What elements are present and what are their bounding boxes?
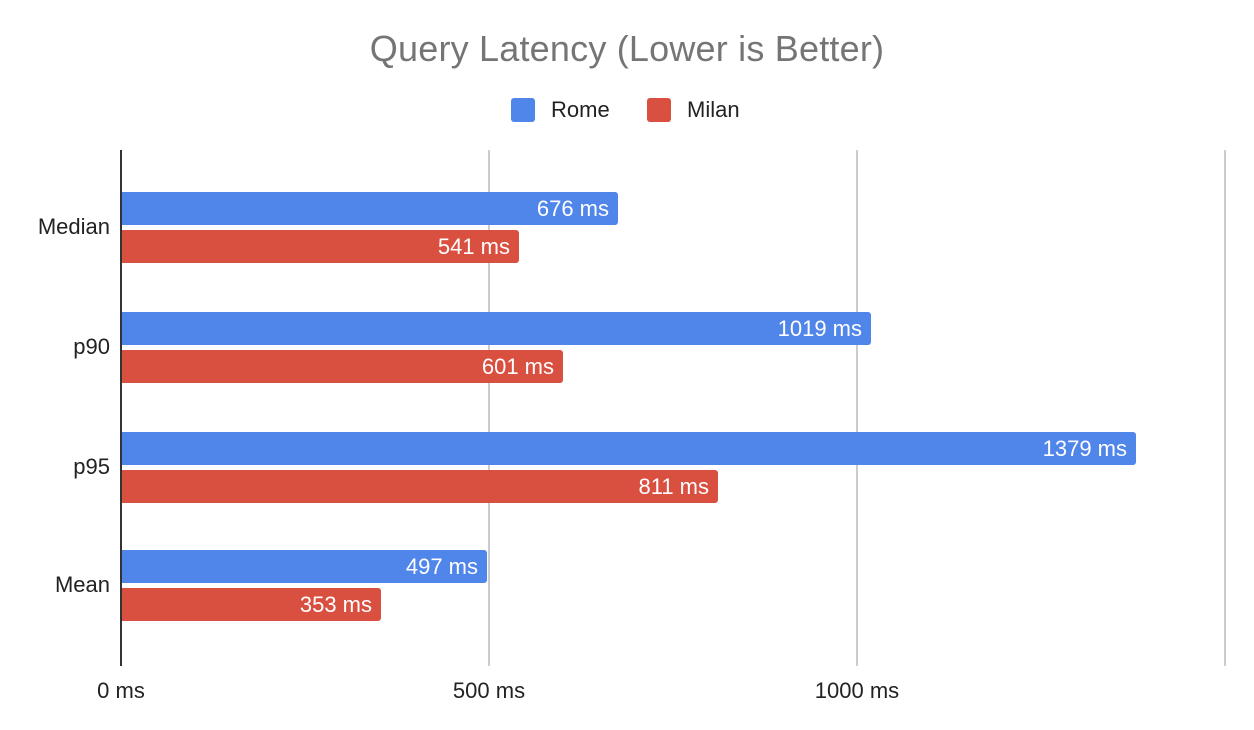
bar-value-label: 1019 ms	[777, 315, 862, 341]
bar-milan-mean[interactable]: 353 ms	[121, 588, 381, 621]
bar-milan-median[interactable]: 541 ms	[121, 230, 519, 263]
category-label-p95: p95	[73, 454, 110, 479]
legend-label-milan: Milan	[687, 97, 740, 122]
legend-swatch-rome	[511, 98, 535, 122]
legend-swatch-milan	[647, 98, 671, 122]
category-label-p90: p90	[73, 334, 110, 359]
bar-value-label: 676 ms	[536, 195, 609, 221]
bar-value-label: 353 ms	[299, 591, 372, 617]
legend-label-rome: Rome	[551, 97, 610, 122]
bar-value-label: 601 ms	[481, 353, 554, 379]
bar-value-label: 541 ms	[437, 233, 510, 259]
gridline-1000	[856, 150, 858, 666]
legend: Rome Milan	[0, 96, 1254, 126]
x-tick-label-0: 0 ms	[97, 678, 145, 703]
bar-milan-p90[interactable]: 601 ms	[121, 350, 563, 383]
bar-value-label: 811 ms	[638, 473, 709, 499]
bar-value-label: 1379 ms	[1042, 435, 1127, 461]
category-label-median: Median	[37, 214, 110, 239]
x-tick-label-1000: 1000 ms	[814, 678, 900, 703]
bar-rome-p95[interactable]: 1379 ms	[121, 432, 1136, 465]
y-axis-line	[120, 150, 122, 666]
legend-item-rome[interactable]: Rome	[511, 96, 610, 124]
bar-milan-p95[interactable]: 811 ms	[121, 470, 718, 503]
bar-rome-median[interactable]: 676 ms	[121, 192, 618, 225]
bar-rome-p90[interactable]: 1019 ms	[121, 312, 871, 345]
bar-value-label: 497 ms	[405, 553, 478, 579]
legend-item-milan[interactable]: Milan	[647, 96, 740, 124]
chart-title: Query Latency (Lower is Better)	[369, 28, 885, 69]
x-tick-label-500: 500 ms	[452, 678, 526, 703]
gridline-500	[488, 150, 490, 666]
category-label-mean: Mean	[54, 572, 110, 597]
bar-rome-mean[interactable]: 497 ms	[121, 550, 487, 583]
gridline-1500	[1224, 150, 1226, 666]
